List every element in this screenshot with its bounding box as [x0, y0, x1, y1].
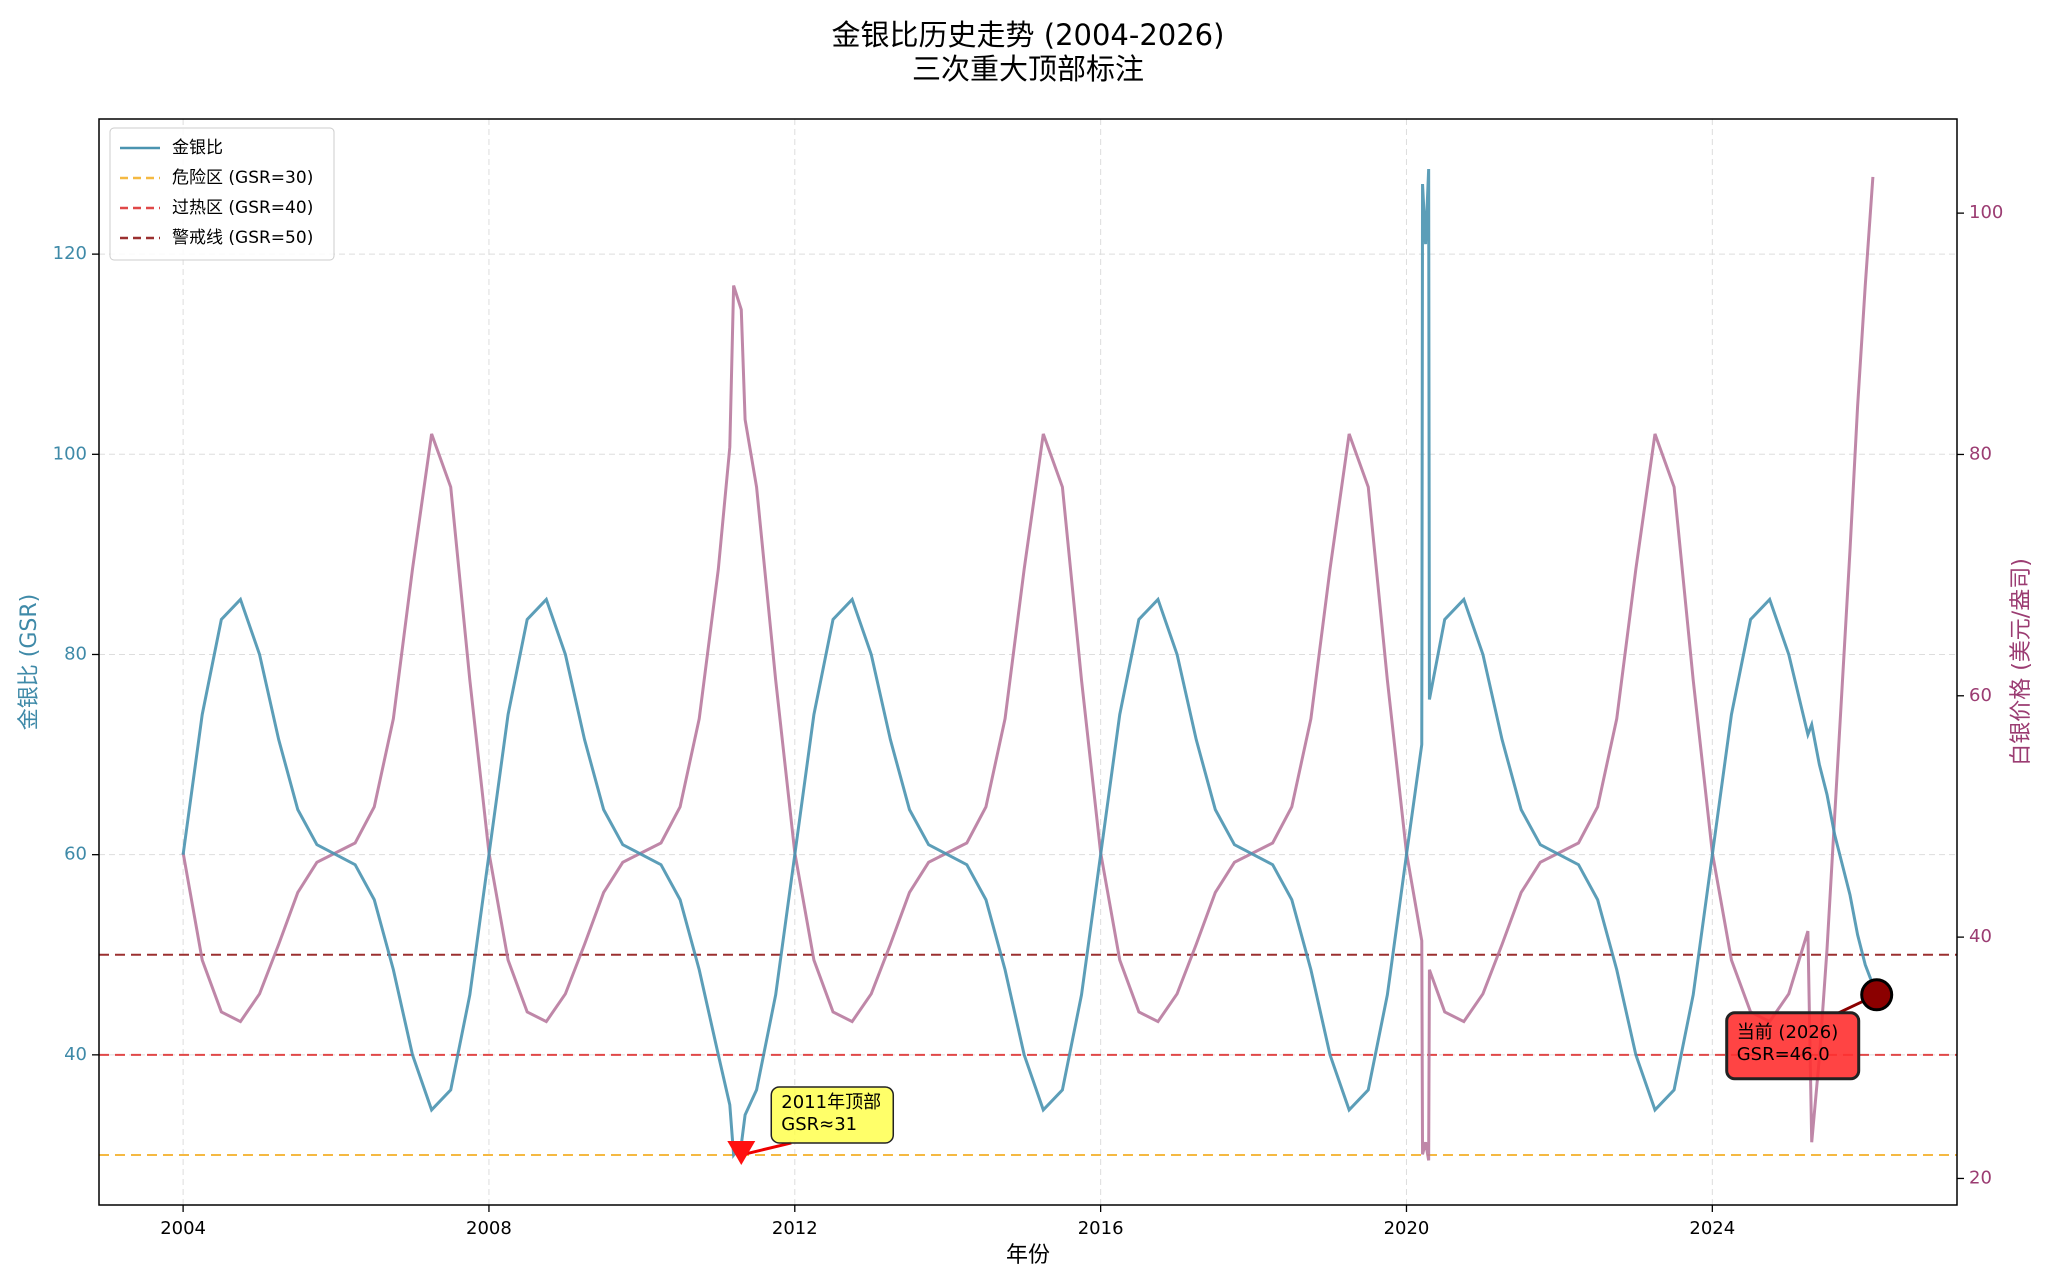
y2-tick-label: 40 [1969, 926, 1992, 947]
x-tick-label: 2020 [1384, 1218, 1430, 1239]
y2-tick-label: 80 [1969, 443, 1992, 464]
annotation-text: 当前 (2026) [1737, 1022, 1839, 1043]
y2-axis-label: 白银价格 (美元/盎司) [2009, 558, 2034, 766]
y-tick-label: 100 [53, 443, 87, 464]
y-axis-label: 金银比 (GSR) [17, 594, 42, 730]
y2-tick-label: 20 [1969, 1167, 1992, 1188]
annotation-text: GSR≈31 [781, 1114, 857, 1135]
x-tick-label: 2016 [1078, 1218, 1124, 1239]
y-tick-label: 60 [64, 844, 87, 865]
chart-title: 金银比历史走势 (2004-2026) [832, 18, 1225, 52]
x-tick-label: 2012 [772, 1218, 818, 1239]
legend-label: 金银比 [172, 138, 223, 158]
x-tick-label: 2008 [466, 1218, 512, 1239]
annotation-marker [727, 1140, 756, 1165]
annotation-box [770, 1086, 895, 1144]
annotation-box [1725, 1011, 1861, 1081]
y-tick-label: 40 [64, 1044, 87, 1065]
legend-box [109, 127, 335, 261]
y-tick-label: 80 [64, 643, 87, 664]
chart-subtitle: 三次重大顶部标注 [912, 52, 1144, 86]
x-tick-label: 2024 [1689, 1218, 1735, 1239]
legend-label: 警戒线 (GSR=50) [172, 228, 313, 248]
y2-tick-label: 60 [1969, 685, 1992, 706]
x-axis-label: 年份 [1006, 1243, 1050, 1268]
annotation-arrow [740, 1141, 792, 1157]
legend-label: 过热区 (GSR=40) [172, 198, 313, 218]
legend-label: 危险区 (GSR=30) [172, 168, 313, 188]
x-tick-label: 2004 [160, 1218, 206, 1239]
series-line [181, 176, 1875, 1161]
plot-frame [98, 118, 1958, 1206]
y2-tick-label: 100 [1969, 202, 2003, 223]
y-tick-label: 120 [53, 243, 87, 264]
annotation-text: GSR=46.0 [1737, 1044, 1830, 1065]
annotation-marker [1860, 978, 1894, 1012]
series-line [181, 168, 1875, 1159]
annotation-text: 2011年顶部 [781, 1092, 881, 1113]
